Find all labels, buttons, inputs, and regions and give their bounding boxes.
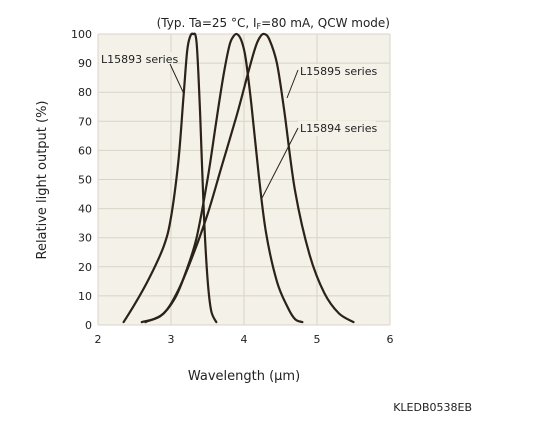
y-tick-label: 10 — [78, 290, 92, 303]
y-tick-label: 70 — [78, 115, 92, 128]
leader-line — [261, 127, 299, 199]
y-tick-label: 40 — [78, 203, 92, 216]
x-axis-title: Wavelength (µm) — [188, 369, 300, 384]
y-tick-label: 50 — [78, 174, 92, 187]
grid-lines — [97, 33, 391, 326]
series-label-backdrop — [298, 64, 376, 79]
label-l15895: L15895 series — [300, 65, 377, 78]
y-axis-title: Relative light output (%) — [35, 100, 50, 259]
series-label-backdrop — [99, 52, 173, 67]
leader-line — [286, 69, 299, 99]
leader-line — [169, 63, 185, 95]
x-tick-label: 4 — [241, 333, 248, 346]
x-tick-label: 3 — [168, 333, 175, 346]
y-tick-label: 0 — [85, 319, 92, 332]
series-l15893-line — [122, 32, 218, 324]
label-l15894: L15894 series — [300, 122, 377, 135]
y-tick-label: 30 — [78, 232, 92, 245]
y-tick-label: 80 — [78, 86, 92, 99]
x-tick-label: 5 — [314, 333, 321, 346]
y-tick-label: 60 — [78, 144, 92, 157]
x-tick-label: 2 — [95, 333, 102, 346]
series-label-backdrop — [298, 121, 376, 136]
series-lines — [122, 32, 355, 324]
y-tick-label: 90 — [78, 57, 92, 70]
figure-code: KLEDB0538EB — [393, 401, 472, 414]
y-tick-label: 20 — [78, 261, 92, 274]
conditions-text: (Typ. Ta=25 °C, IF=80 mA, QCW mode) — [157, 16, 390, 31]
series-label-group: L15893 series L15895 series L15894 series — [99, 52, 377, 199]
label-l15893: L15893 series — [101, 53, 178, 66]
y-tick-label: 100 — [71, 28, 92, 41]
series-l15894-line — [144, 32, 355, 324]
tick-labels: 0 10 20 30 40 50 60 70 80 90 100 2 3 4 5 6 — [71, 28, 394, 346]
x-tick-label: 6 — [387, 333, 394, 346]
